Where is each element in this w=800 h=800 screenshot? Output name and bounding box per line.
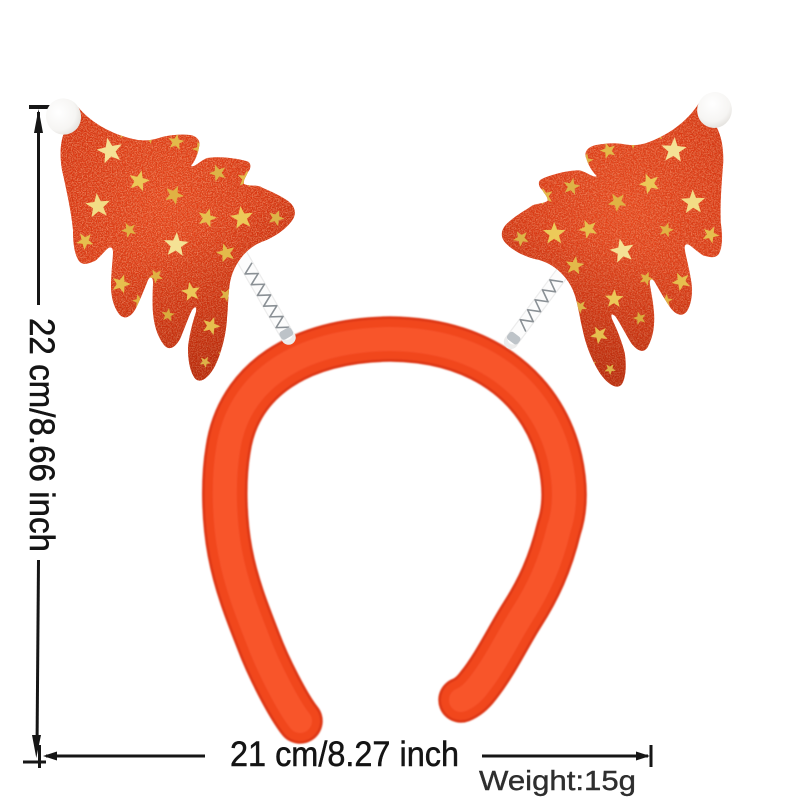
svg-text:Weight:15g: Weight:15g xyxy=(479,765,636,796)
svg-text:21 cm/8.27 inch: 21 cm/8.27 inch xyxy=(230,735,459,774)
svg-text:22 cm/8.66 inch: 22 cm/8.66 inch xyxy=(22,318,61,552)
